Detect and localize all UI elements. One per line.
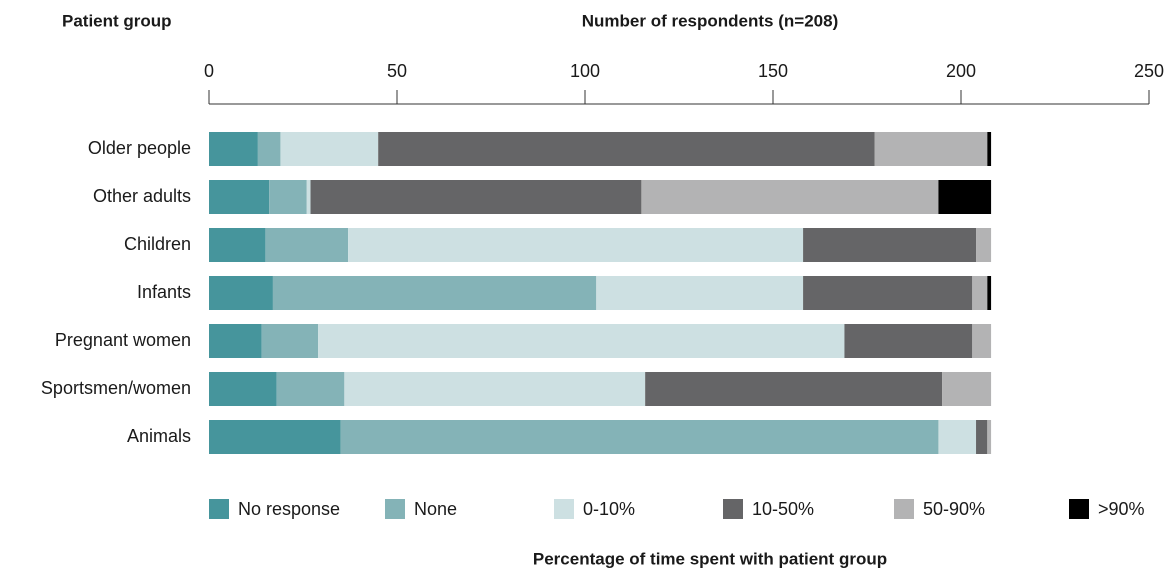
bar-segment	[276, 372, 345, 406]
bar-segment	[976, 420, 988, 454]
x-tick-label: 150	[758, 61, 788, 81]
bar-segment	[803, 276, 973, 310]
legend-label: No response	[238, 499, 340, 519]
y-tick-label: Pregnant women	[55, 330, 191, 350]
y-tick-label: Infants	[137, 282, 191, 302]
bar-segment	[972, 276, 988, 310]
bar-segment	[209, 228, 266, 262]
bar-segment	[209, 276, 273, 310]
bar-segment	[987, 276, 992, 310]
x-tick-label: 200	[946, 61, 976, 81]
bar-segment	[272, 276, 597, 310]
bar-segment	[972, 324, 992, 358]
bar-segment	[209, 324, 262, 358]
legend-label: None	[414, 499, 457, 519]
legend-label: 0-10%	[583, 499, 635, 519]
bar-segment	[257, 132, 281, 166]
bar-segment	[378, 132, 875, 166]
bar-segment	[942, 372, 992, 406]
legend-swatch	[723, 499, 743, 519]
bar-segment	[938, 180, 992, 214]
x-tick-label: 50	[387, 61, 407, 81]
y-tick-label: Older people	[88, 138, 191, 158]
legend-label: 50-90%	[923, 499, 985, 519]
bar-segment	[340, 420, 939, 454]
bar-segment	[209, 132, 258, 166]
bar-segment	[348, 228, 804, 262]
bar-segment	[265, 228, 349, 262]
bar-segment	[596, 276, 804, 310]
legend-swatch	[1069, 499, 1089, 519]
legend-swatch	[385, 499, 405, 519]
bar-segment	[844, 324, 973, 358]
bar-segment	[280, 132, 379, 166]
y-tick-label: Other adults	[93, 186, 191, 206]
bar-segment	[209, 372, 277, 406]
bar-segment	[269, 180, 307, 214]
bar-segment	[209, 420, 341, 454]
x-tick-label: 250	[1134, 61, 1164, 81]
bar-segment	[209, 180, 270, 214]
legend-swatch	[209, 499, 229, 519]
legend-label: >90%	[1098, 499, 1145, 519]
y-tick-label: Children	[124, 234, 191, 254]
y-tick-label: Animals	[127, 426, 191, 446]
y-tick-label: Sportsmen/women	[41, 378, 191, 398]
bar-segment	[318, 324, 845, 358]
chart-title: Number of respondents (n=208)	[582, 11, 838, 30]
y-axis-title: Patient group	[62, 11, 172, 30]
legend-swatch	[894, 499, 914, 519]
bar-segment	[976, 228, 992, 262]
bar-segment	[310, 180, 642, 214]
bar-segment	[645, 372, 943, 406]
bar-segment	[987, 132, 992, 166]
bar-segment	[344, 372, 646, 406]
bar-segment	[987, 420, 992, 454]
x-tick-label: 100	[570, 61, 600, 81]
legend-swatch	[554, 499, 574, 519]
bar-segment	[938, 420, 977, 454]
x-tick-label: 0	[204, 61, 214, 81]
x-axis-title: Percentage of time spent with patient gr…	[533, 549, 887, 568]
bar-segment	[641, 180, 939, 214]
bar-segment	[803, 228, 977, 262]
legend-label: 10-50%	[752, 499, 814, 519]
bar-segment	[874, 132, 988, 166]
bar-segment	[261, 324, 319, 358]
bar-segment	[306, 180, 311, 214]
